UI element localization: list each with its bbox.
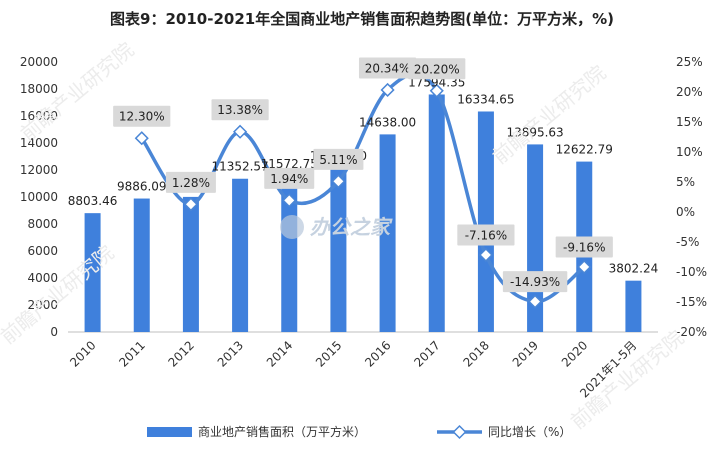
- x-tick-label: 2020: [559, 338, 590, 369]
- growth-label-box: [211, 99, 269, 121]
- bar: [84, 213, 101, 332]
- growth-marker: [282, 193, 297, 208]
- x-tick-label: 2017: [411, 338, 442, 369]
- bar-value-label: 3802.24: [609, 262, 659, 276]
- growth-label: 1.28%: [172, 176, 210, 190]
- bar-value-label: 16334.65: [457, 92, 514, 106]
- y-left-tick-label: 16000: [20, 109, 58, 123]
- y-left-tick-label: 6000: [27, 244, 58, 258]
- growth-label: 12.30%: [119, 110, 165, 124]
- x-tick-label: 2015: [313, 338, 344, 369]
- growth-label: 1.94%: [270, 172, 308, 186]
- legend-bar-swatch: [147, 427, 192, 437]
- x-tick-label: 2013: [215, 338, 246, 369]
- legend-line-label: 同比增长（%）: [488, 425, 571, 439]
- y-left-tick-label: 18000: [20, 82, 58, 96]
- y-left-tick-label: 20000: [20, 55, 58, 69]
- growth-label: -7.16%: [465, 228, 507, 242]
- watermark-logo-icon: [280, 215, 304, 239]
- bar: [330, 167, 347, 332]
- growth-label: 13.38%: [217, 103, 263, 117]
- bar: [232, 178, 249, 332]
- bar-value-label: 14638.00: [359, 115, 416, 129]
- x-tick-label: 2012: [166, 338, 197, 369]
- growth-label: -9.16%: [563, 240, 605, 254]
- y-left-tick-label: 8000: [27, 217, 58, 231]
- bar-value-label: 12622.79: [556, 143, 613, 157]
- legend-line-marker: [452, 424, 467, 440]
- y-right-tick-label: 15%: [676, 115, 703, 129]
- watermark-text: 前瞻产业研究院: [0, 240, 118, 348]
- x-tick-label: 2014: [264, 338, 295, 369]
- bar: [428, 94, 445, 332]
- legend: 商业地产销售面积（万平方米） 同比增长（%）: [147, 424, 571, 440]
- y-right-tick-label: 5%: [676, 175, 695, 189]
- growth-line-path: [140, 72, 586, 304]
- growth-marker: [134, 131, 149, 146]
- x-tick-label: 2018: [461, 338, 492, 369]
- growth-marker: [577, 259, 592, 275]
- watermark-text: 办公之家: [310, 215, 393, 239]
- data-labels: 8803.469886.091000811352.5711572.7512164…: [68, 57, 659, 293]
- bar: [477, 111, 494, 332]
- bar-value-label: 11572.75: [261, 157, 318, 171]
- growth-label-box: [264, 167, 315, 189]
- bar: [281, 175, 298, 332]
- x-tick-label: 2016: [362, 338, 393, 369]
- bar-value-label: 13895.63: [506, 125, 563, 139]
- growth-label: 5.11%: [319, 153, 357, 167]
- y-left-tick-label: 0: [50, 325, 58, 339]
- growth-label-box: [165, 171, 216, 193]
- x-tick-label: 2011: [116, 338, 147, 369]
- growth-label-box: [358, 57, 417, 79]
- y-right-tick-label: 25%: [676, 55, 703, 69]
- y-right-tick-label: -15%: [676, 295, 707, 309]
- growth-line: [134, 72, 592, 309]
- growth-label: 20.34%: [365, 61, 411, 75]
- growth-label: 20.20%: [414, 62, 460, 76]
- y-right-tick-label: -20%: [676, 325, 707, 339]
- bar: [182, 196, 199, 332]
- growth-label-box: [313, 148, 364, 170]
- growth-marker: [528, 294, 543, 309]
- y-left-tick-label: 2000: [27, 298, 58, 312]
- growth-marker: [183, 197, 198, 212]
- bar-value-label: 9886.09: [117, 180, 167, 194]
- growth-label: -14.93%: [510, 275, 560, 289]
- x-tick-label: 2019: [510, 338, 541, 369]
- y-left-tick-label: 4000: [27, 271, 58, 285]
- legend-bar-label: 商业地产销售面积（万平方米）: [198, 424, 366, 439]
- bar-value-label: 8803.46: [68, 194, 118, 208]
- y-left-tick-label: 14000: [20, 136, 58, 150]
- growth-marker: [331, 174, 346, 189]
- y-left-tick-label: 12000: [20, 163, 58, 177]
- growth-marker: [233, 124, 248, 139]
- bar: [379, 134, 396, 332]
- growth-label-box: [555, 236, 613, 258]
- bar: [133, 198, 150, 332]
- bar-value-label: 11352.57: [211, 160, 268, 174]
- y-right-tick-label: 10%: [676, 145, 703, 159]
- y-right-tick-label: 0%: [676, 205, 695, 219]
- growth-label-box: [113, 105, 171, 127]
- chart-title: 图表9：2010-2021年全国商业地产销售面积趋势图(单位：万平方米，%): [110, 10, 614, 28]
- growth-marker: [380, 82, 395, 98]
- growth-label-box: [408, 58, 466, 80]
- growth-marker: [429, 83, 444, 98]
- bar: [625, 280, 642, 332]
- y-left-tick-label: 10000: [20, 190, 58, 204]
- growth-label-box: [457, 224, 515, 246]
- growth-marker: [478, 247, 493, 263]
- y-right-tick-label: 20%: [676, 85, 703, 99]
- y-right-tick-label: -10%: [676, 265, 707, 279]
- growth-label-box: [502, 271, 568, 293]
- y-right-tick-label: -5%: [676, 235, 699, 249]
- x-tick-label: 2010: [67, 338, 98, 369]
